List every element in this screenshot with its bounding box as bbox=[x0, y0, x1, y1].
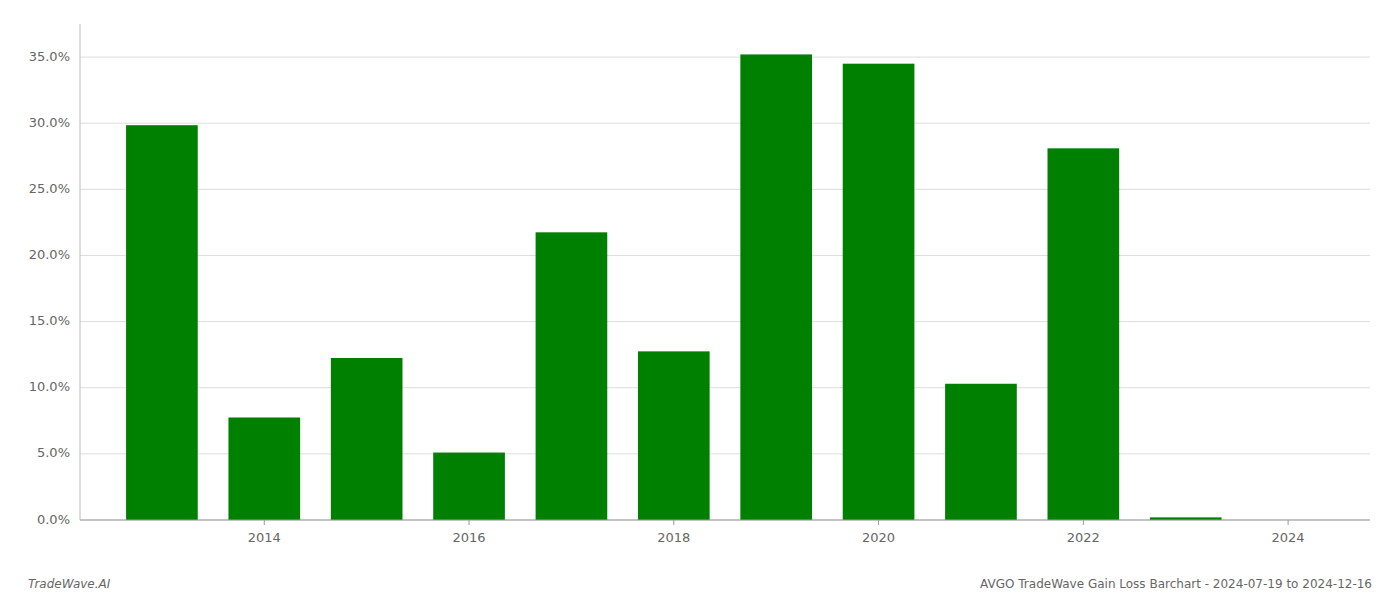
y-tick-labels: 0.0% 5.0% 10.0% 15.0% 20.0% 25.0% 30.0% 35.0% bbox=[29, 49, 70, 527]
y-tick-label: 30.0% bbox=[29, 115, 70, 130]
bar bbox=[126, 125, 198, 520]
x-tick-label: 2014 bbox=[248, 530, 281, 545]
y-grid bbox=[80, 57, 1370, 520]
x-tick-label: 2018 bbox=[657, 530, 690, 545]
x-tick-label: 2022 bbox=[1067, 530, 1100, 545]
title: AVGO TradeWave Gain Loss Barchart - 2024… bbox=[980, 577, 1372, 591]
grid-line bbox=[80, 255, 1370, 256]
y-tick-label: 5.0% bbox=[37, 445, 70, 460]
x-axis-line bbox=[80, 520, 1370, 521]
bar bbox=[638, 351, 710, 520]
x-tick-label: 2020 bbox=[862, 530, 895, 545]
x-tick bbox=[1288, 520, 1289, 525]
x-tick bbox=[673, 520, 674, 525]
x-tick bbox=[264, 520, 265, 525]
grid-line bbox=[80, 321, 1370, 322]
grid-line bbox=[80, 189, 1370, 190]
y-tick-label: 15.0% bbox=[29, 313, 70, 328]
y-tick-label: 0.0% bbox=[37, 512, 70, 527]
y-tick-label: 25.0% bbox=[29, 181, 70, 196]
grid-line bbox=[80, 520, 1370, 521]
y-tick-label: 20.0% bbox=[29, 247, 70, 262]
y-tick-label: 10.0% bbox=[29, 379, 70, 394]
bar bbox=[433, 453, 505, 520]
grid-line bbox=[80, 57, 1370, 58]
y-tick-label: 35.0% bbox=[29, 49, 70, 64]
bars bbox=[126, 54, 1221, 520]
grid-line bbox=[80, 123, 1370, 124]
bar bbox=[331, 358, 403, 520]
x-tick-label: 2016 bbox=[453, 530, 486, 545]
bar bbox=[945, 384, 1017, 520]
grid-line bbox=[80, 387, 1370, 388]
x-tick bbox=[878, 520, 879, 525]
bar bbox=[228, 417, 300, 520]
x-tick-labels: 2014 2016 2018 2020 2022 2024 bbox=[248, 520, 1305, 545]
bar bbox=[1048, 148, 1120, 520]
watermark: TradeWave.AI bbox=[28, 577, 111, 591]
x-tick-label: 2024 bbox=[1272, 530, 1305, 545]
bar bbox=[740, 54, 812, 520]
bar bbox=[843, 64, 915, 520]
x-tick bbox=[1083, 520, 1084, 525]
chart-container: 0.0% 5.0% 10.0% 15.0% 20.0% 25.0% 30.0% 35.0% 20… bbox=[0, 0, 1400, 600]
x-tick bbox=[469, 520, 470, 525]
chart: 0.0% 5.0% 10.0% 15.0% 20.0% 25.0% 30.0% 35.0% 20… bbox=[0, 0, 1400, 600]
bar bbox=[536, 232, 608, 520]
y-axis-line bbox=[80, 24, 81, 520]
